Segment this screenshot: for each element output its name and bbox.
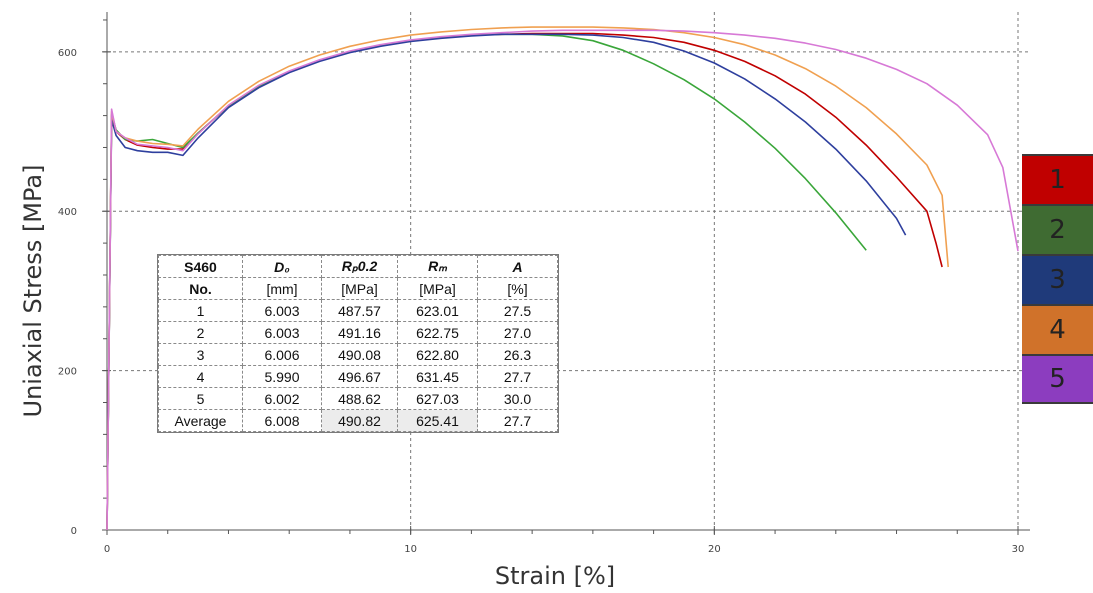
table-cell: 496.67 bbox=[321, 365, 398, 388]
table-header-cell: Rₚ0.2 bbox=[321, 255, 398, 278]
table-header-cell: A bbox=[477, 255, 558, 278]
table-header-cell: S460 bbox=[158, 255, 243, 278]
series-group bbox=[106, 26, 1019, 531]
legend-item-3: 3 bbox=[1022, 254, 1093, 304]
series-line-4 bbox=[106, 26, 949, 531]
table-header-cell: D₀ bbox=[242, 255, 322, 278]
table-row: 1 6.003 487.57 623.01 27.5 bbox=[158, 299, 558, 322]
table-cell: 5.990 bbox=[242, 365, 322, 388]
y-tick-label: 600 bbox=[58, 48, 77, 59]
x-tick-label: 20 bbox=[708, 544, 721, 555]
table-unit-cell: [MPa] bbox=[321, 277, 398, 300]
table-row: 3 6.006 490.08 622.80 26.3 bbox=[158, 343, 558, 366]
table-body: 1 6.003 487.57 623.01 27.5 2 6.003 491.16 622.75… bbox=[158, 299, 558, 432]
table-header-cell: No. bbox=[158, 277, 243, 300]
legend-item-5: 5 bbox=[1022, 354, 1093, 404]
y-tick-label: 400 bbox=[58, 207, 77, 218]
axes: 0 10 20 30 0 200 400 600 bbox=[58, 12, 1030, 555]
table-cell: 5 bbox=[158, 387, 243, 410]
x-tick-label: 0 bbox=[104, 544, 110, 555]
table-units-row: No. [mm] [MPa] [MPa] [%] bbox=[158, 277, 558, 300]
x-axis-title: Strain [%] bbox=[495, 562, 615, 590]
table-cell: 625.41 bbox=[397, 409, 478, 432]
x-tick-label: 30 bbox=[1012, 544, 1025, 555]
table-cell: 490.82 bbox=[321, 409, 398, 432]
table-cell: 623.01 bbox=[397, 299, 478, 322]
table-cell: 490.08 bbox=[321, 343, 398, 366]
table-cell: 30.0 bbox=[477, 387, 558, 410]
table-cell: 488.62 bbox=[321, 387, 398, 410]
legend-item-4: 4 bbox=[1022, 304, 1093, 354]
y-tick-label: 200 bbox=[58, 367, 77, 378]
table-unit-cell: [mm] bbox=[242, 277, 322, 300]
table-cell: 6.008 bbox=[242, 409, 322, 432]
table-row: 4 5.990 496.67 631.45 27.7 bbox=[158, 365, 558, 388]
table-row: 2 6.003 491.16 622.75 27.0 bbox=[158, 321, 558, 344]
table-cell: 487.57 bbox=[321, 299, 398, 322]
table-cell: 27.7 bbox=[477, 409, 558, 432]
table-cell: 4 bbox=[158, 365, 243, 388]
y-tick-label: 0 bbox=[71, 526, 77, 537]
table-cell: 27.7 bbox=[477, 365, 558, 388]
table-cell: 1 bbox=[158, 299, 243, 322]
table-cell: 627.03 bbox=[397, 387, 478, 410]
table-cell: 6.002 bbox=[242, 387, 322, 410]
legend-item-1: 1 bbox=[1022, 154, 1093, 204]
table-cell: Average bbox=[158, 409, 243, 432]
series-line-3 bbox=[106, 33, 907, 531]
table-cell: 6.003 bbox=[242, 321, 322, 344]
series-line-5 bbox=[106, 29, 1019, 531]
table-cell: 622.75 bbox=[397, 321, 478, 344]
table-row: 5 6.002 488.62 627.03 30.0 bbox=[158, 387, 558, 410]
table-header-cell: Rₘ bbox=[397, 255, 478, 278]
table-row: Average 6.008 490.82 625.41 27.7 bbox=[158, 409, 558, 432]
y-axis-title: Uniaxial Stress [MPa] bbox=[19, 165, 47, 418]
table-unit-cell: [%] bbox=[477, 277, 558, 300]
specimen-table: S460 D₀ Rₚ0.2 Rₘ A No. [mm] [MPa] [MPa] … bbox=[157, 254, 559, 433]
table-cell: 27.5 bbox=[477, 299, 558, 322]
table-cell: 6.006 bbox=[242, 343, 322, 366]
table-header-row: S460 D₀ Rₚ0.2 Rₘ A bbox=[158, 255, 558, 278]
legend-item-2: 2 bbox=[1022, 204, 1093, 254]
table-cell: 26.3 bbox=[477, 343, 558, 366]
table-cell: 27.0 bbox=[477, 321, 558, 344]
table-cell: 631.45 bbox=[397, 365, 478, 388]
table-unit-cell: [MPa] bbox=[397, 277, 478, 300]
table-cell: 491.16 bbox=[321, 321, 398, 344]
table-cell: 3 bbox=[158, 343, 243, 366]
table-cell: 2 bbox=[158, 321, 243, 344]
table-cell: 6.003 bbox=[242, 299, 322, 322]
x-tick-label: 10 bbox=[404, 544, 417, 555]
table-cell: 622.80 bbox=[397, 343, 478, 366]
